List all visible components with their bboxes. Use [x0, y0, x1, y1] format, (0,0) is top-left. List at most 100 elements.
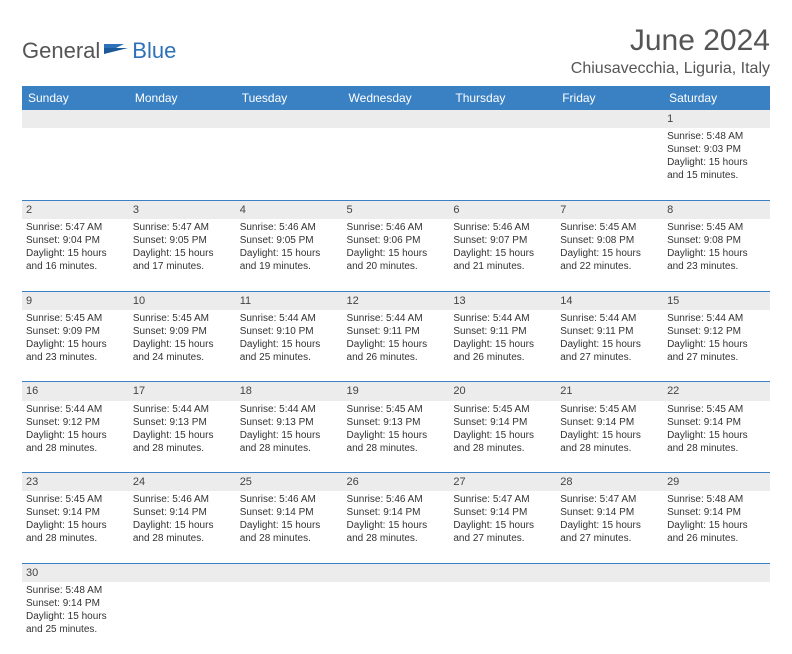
sunset-line: Sunset: 9:08 PM — [667, 234, 766, 247]
day-cell: Sunrise: 5:44 AMSunset: 9:13 PMDaylight:… — [236, 401, 343, 473]
day-number-cell: 10 — [129, 291, 236, 310]
daylight-line: Daylight: 15 hours and 24 minutes. — [133, 338, 232, 364]
day-number-cell — [449, 563, 556, 582]
daynum-row: 30 — [22, 563, 770, 582]
day-cell: Sunrise: 5:44 AMSunset: 9:11 PMDaylight:… — [449, 310, 556, 382]
sunrise-line: Sunrise: 5:44 AM — [240, 403, 339, 416]
daynum-row: 16171819202122 — [22, 382, 770, 401]
day-cell: Sunrise: 5:45 AMSunset: 9:13 PMDaylight:… — [343, 401, 450, 473]
day-cell: Sunrise: 5:45 AMSunset: 9:14 PMDaylight:… — [22, 491, 129, 563]
day-cell — [449, 128, 556, 200]
daylight-line: Daylight: 15 hours and 20 minutes. — [347, 247, 446, 273]
sunset-line: Sunset: 9:11 PM — [347, 325, 446, 338]
day-cell: Sunrise: 5:47 AMSunset: 9:04 PMDaylight:… — [22, 219, 129, 291]
day-cell — [663, 582, 770, 654]
daylight-line: Daylight: 15 hours and 17 minutes. — [133, 247, 232, 273]
day-number-cell: 27 — [449, 473, 556, 492]
sunset-line: Sunset: 9:10 PM — [240, 325, 339, 338]
day-cell: Sunrise: 5:45 AMSunset: 9:14 PMDaylight:… — [663, 401, 770, 473]
data-row: Sunrise: 5:44 AMSunset: 9:12 PMDaylight:… — [22, 401, 770, 473]
day-number-cell — [343, 563, 450, 582]
day-cell: Sunrise: 5:47 AMSunset: 9:14 PMDaylight:… — [449, 491, 556, 563]
sunset-line: Sunset: 9:09 PM — [133, 325, 232, 338]
day-number-cell: 23 — [22, 473, 129, 492]
day-cell: Sunrise: 5:44 AMSunset: 9:13 PMDaylight:… — [129, 401, 236, 473]
sunrise-line: Sunrise: 5:44 AM — [560, 312, 659, 325]
data-row: Sunrise: 5:48 AMSunset: 9:14 PMDaylight:… — [22, 582, 770, 654]
daylight-line: Daylight: 15 hours and 27 minutes. — [560, 519, 659, 545]
sunset-line: Sunset: 9:03 PM — [667, 143, 766, 156]
sunrise-line: Sunrise: 5:44 AM — [453, 312, 552, 325]
sunset-line: Sunset: 9:07 PM — [453, 234, 552, 247]
day-number-cell: 8 — [663, 200, 770, 219]
data-row: Sunrise: 5:47 AMSunset: 9:04 PMDaylight:… — [22, 219, 770, 291]
daylight-line: Daylight: 15 hours and 28 minutes. — [26, 429, 125, 455]
day-number-cell: 30 — [22, 563, 129, 582]
weekday-header: Wednesday — [343, 86, 450, 110]
sunrise-line: Sunrise: 5:48 AM — [667, 130, 766, 143]
sunrise-line: Sunrise: 5:44 AM — [26, 403, 125, 416]
day-number-cell: 1 — [663, 110, 770, 128]
day-cell: Sunrise: 5:44 AMSunset: 9:12 PMDaylight:… — [663, 310, 770, 382]
day-number-cell: 18 — [236, 382, 343, 401]
daylight-line: Daylight: 15 hours and 25 minutes. — [240, 338, 339, 364]
day-number-cell: 2 — [22, 200, 129, 219]
weekday-header: Thursday — [449, 86, 556, 110]
day-cell: Sunrise: 5:45 AMSunset: 9:14 PMDaylight:… — [556, 401, 663, 473]
sunset-line: Sunset: 9:14 PM — [453, 506, 552, 519]
day-number-cell: 15 — [663, 291, 770, 310]
daylight-line: Daylight: 15 hours and 28 minutes. — [347, 519, 446, 545]
day-cell: Sunrise: 5:48 AMSunset: 9:03 PMDaylight:… — [663, 128, 770, 200]
sunrise-line: Sunrise: 5:47 AM — [453, 493, 552, 506]
sunset-line: Sunset: 9:12 PM — [667, 325, 766, 338]
weekday-header: Monday — [129, 86, 236, 110]
weekday-header: Tuesday — [236, 86, 343, 110]
day-number-cell: 17 — [129, 382, 236, 401]
daylight-line: Daylight: 15 hours and 26 minutes. — [667, 519, 766, 545]
day-cell: Sunrise: 5:48 AMSunset: 9:14 PMDaylight:… — [663, 491, 770, 563]
data-row: Sunrise: 5:45 AMSunset: 9:14 PMDaylight:… — [22, 491, 770, 563]
sunrise-line: Sunrise: 5:45 AM — [667, 221, 766, 234]
sunset-line: Sunset: 9:05 PM — [240, 234, 339, 247]
sunset-line: Sunset: 9:14 PM — [240, 506, 339, 519]
day-number-cell: 16 — [22, 382, 129, 401]
daylight-line: Daylight: 15 hours and 25 minutes. — [26, 610, 125, 636]
day-cell: Sunrise: 5:44 AMSunset: 9:12 PMDaylight:… — [22, 401, 129, 473]
day-number-cell: 21 — [556, 382, 663, 401]
sunset-line: Sunset: 9:14 PM — [347, 506, 446, 519]
day-cell: Sunrise: 5:44 AMSunset: 9:10 PMDaylight:… — [236, 310, 343, 382]
daylight-line: Daylight: 15 hours and 26 minutes. — [453, 338, 552, 364]
day-number-cell — [556, 110, 663, 128]
sunrise-line: Sunrise: 5:47 AM — [560, 493, 659, 506]
sunset-line: Sunset: 9:14 PM — [26, 597, 125, 610]
brand-logo: General Blue — [22, 38, 176, 64]
sunrise-line: Sunrise: 5:47 AM — [26, 221, 125, 234]
brand-part1: General — [22, 38, 100, 64]
daylight-line: Daylight: 15 hours and 28 minutes. — [453, 429, 552, 455]
location-text: Chiusavecchia, Liguria, Italy — [571, 60, 770, 78]
day-cell: Sunrise: 5:44 AMSunset: 9:11 PMDaylight:… — [556, 310, 663, 382]
day-number-cell: 5 — [343, 200, 450, 219]
day-cell: Sunrise: 5:45 AMSunset: 9:08 PMDaylight:… — [663, 219, 770, 291]
sunrise-line: Sunrise: 5:46 AM — [133, 493, 232, 506]
daylight-line: Daylight: 15 hours and 28 minutes. — [240, 429, 339, 455]
flag-icon — [104, 40, 130, 63]
day-number-cell: 25 — [236, 473, 343, 492]
day-cell — [129, 582, 236, 654]
sunset-line: Sunset: 9:14 PM — [560, 506, 659, 519]
sunset-line: Sunset: 9:14 PM — [26, 506, 125, 519]
day-cell — [343, 128, 450, 200]
day-number-cell: 28 — [556, 473, 663, 492]
sunset-line: Sunset: 9:13 PM — [240, 416, 339, 429]
day-cell: Sunrise: 5:46 AMSunset: 9:14 PMDaylight:… — [236, 491, 343, 563]
sunset-line: Sunset: 9:13 PM — [133, 416, 232, 429]
day-cell: Sunrise: 5:46 AMSunset: 9:14 PMDaylight:… — [129, 491, 236, 563]
sunset-line: Sunset: 9:09 PM — [26, 325, 125, 338]
weekday-header-row: SundayMondayTuesdayWednesdayThursdayFrid… — [22, 86, 770, 110]
sunrise-line: Sunrise: 5:44 AM — [133, 403, 232, 416]
day-cell: Sunrise: 5:45 AMSunset: 9:08 PMDaylight:… — [556, 219, 663, 291]
day-number-cell — [236, 563, 343, 582]
sunrise-line: Sunrise: 5:44 AM — [240, 312, 339, 325]
daylight-line: Daylight: 15 hours and 28 minutes. — [26, 519, 125, 545]
calendar-table: SundayMondayTuesdayWednesdayThursdayFrid… — [22, 86, 770, 654]
